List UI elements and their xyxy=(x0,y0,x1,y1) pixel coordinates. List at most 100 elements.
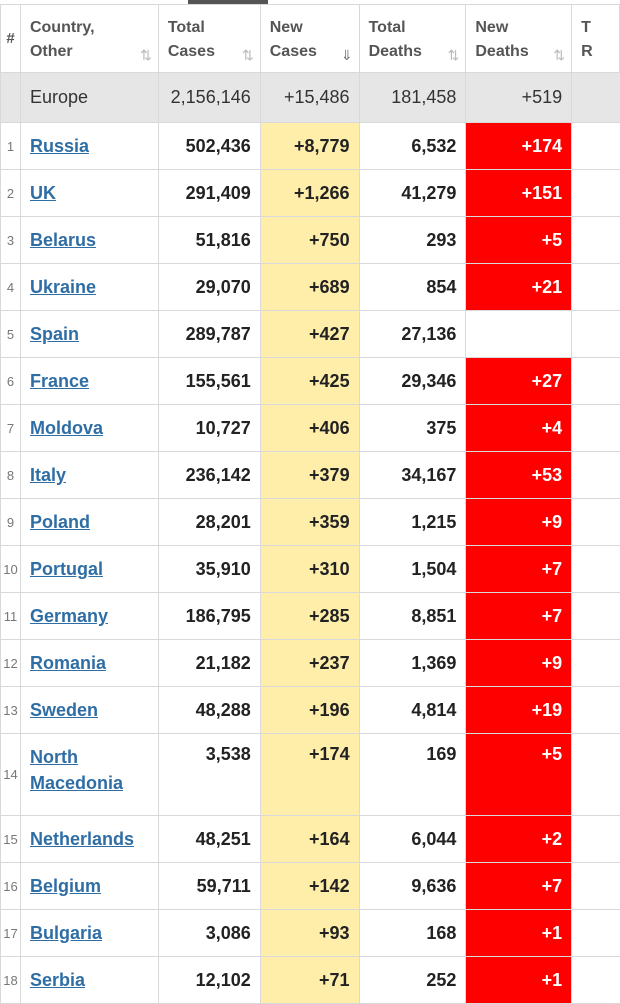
total-cases-cell: 28,201 xyxy=(157,498,261,546)
new-deaths-cell: +5 xyxy=(465,733,573,816)
sort-icon[interactable]: ⇅ xyxy=(140,47,152,63)
region-total-cases: 2,156,146 xyxy=(157,72,261,123)
country-link[interactable]: Belgium xyxy=(29,876,101,896)
country-cell: Portugal xyxy=(19,545,159,593)
row-index: 13 xyxy=(0,686,21,734)
country-link[interactable]: Russia xyxy=(29,136,89,156)
country-link[interactable]: Ukraine xyxy=(29,277,97,297)
country-cell: Sweden xyxy=(19,686,159,734)
sort-desc-icon[interactable]: ⇓ xyxy=(340,47,353,63)
country-cell: Netherlands xyxy=(19,815,159,863)
sort-icon[interactable]: ⇅ xyxy=(553,47,566,63)
table-row: 7 Moldova 10,727 +406 375 +4 xyxy=(0,404,620,452)
country-link[interactable]: Portugal xyxy=(29,559,103,579)
total-deaths-cell: 375 xyxy=(358,404,467,452)
truncated-cell xyxy=(571,545,620,593)
row-index: 6 xyxy=(0,357,21,405)
col-header-total-cases[interactable]: Total Cases ⇅ xyxy=(157,4,261,73)
truncated-cell xyxy=(571,357,620,405)
col-header-total-deaths[interactable]: Total Deaths ⇅ xyxy=(358,4,467,73)
country-cell: Spain xyxy=(19,310,159,358)
region-name: Europe xyxy=(19,72,159,123)
new-cases-cell: +285 xyxy=(259,592,360,640)
country-link[interactable]: Sweden xyxy=(29,700,98,720)
row-index: 2 xyxy=(0,169,21,217)
country-cell: Moldova xyxy=(19,404,159,452)
total-cases-cell: 59,711 xyxy=(157,862,261,910)
total-deaths-cell: 41,279 xyxy=(358,169,467,217)
total-deaths-cell: 6,532 xyxy=(358,122,467,170)
row-index: 8 xyxy=(0,451,21,499)
total-deaths-cell: 1,504 xyxy=(358,545,467,593)
region-total-deaths: 181,458 xyxy=(358,72,467,123)
country-link[interactable]: Romania xyxy=(29,653,106,673)
country-link[interactable]: North Macedonia xyxy=(29,747,123,793)
table-row: 11 Germany 186,795 +285 8,851 +7 xyxy=(0,592,620,640)
row-index: 3 xyxy=(0,216,21,264)
country-link[interactable]: Netherlands xyxy=(29,829,134,849)
new-cases-cell: +750 xyxy=(259,216,360,264)
row-index: 5 xyxy=(0,310,21,358)
country-link[interactable]: Spain xyxy=(29,324,79,344)
total-cases-cell: 186,795 xyxy=(157,592,261,640)
new-deaths-cell: +5 xyxy=(465,216,573,264)
country-link[interactable]: Italy xyxy=(29,465,66,485)
table-row: 5 Spain 289,787 +427 27,136 xyxy=(0,310,620,358)
table-row: 12 Romania 21,182 +237 1,369 +9 xyxy=(0,639,620,687)
new-deaths-cell: +53 xyxy=(465,451,573,499)
total-deaths-cell: 293 xyxy=(358,216,467,264)
table-row: 1 Russia 502,436 +8,779 6,532 +174 xyxy=(0,122,620,170)
total-cases-cell: 289,787 xyxy=(157,310,261,358)
country-link[interactable]: Serbia xyxy=(29,970,85,990)
total-cases-cell: 35,910 xyxy=(157,545,261,593)
new-cases-cell: +689 xyxy=(259,263,360,311)
new-cases-cell: +8,779 xyxy=(259,122,360,170)
total-deaths-cell: 854 xyxy=(358,263,467,311)
table-row: 13 Sweden 48,288 +196 4,814 +19 xyxy=(0,686,620,734)
total-deaths-cell: 1,215 xyxy=(358,498,467,546)
country-link[interactable]: Bulgaria xyxy=(29,923,102,943)
truncated-cell xyxy=(571,263,620,311)
table-row: 17 Bulgaria 3,086 +93 168 +1 xyxy=(0,909,620,957)
country-link[interactable]: Germany xyxy=(29,606,109,626)
country-link[interactable]: UK xyxy=(29,183,56,203)
new-cases-cell: +164 xyxy=(259,815,360,863)
new-deaths-cell: +7 xyxy=(465,592,573,640)
table-row: 14 North Macedonia 3,538 +174 169 +5 xyxy=(0,733,620,816)
col-header-index: # xyxy=(0,4,21,73)
sort-icon[interactable]: ⇅ xyxy=(242,47,254,63)
total-deaths-cell: 252 xyxy=(358,956,467,1004)
col-header-new-deaths[interactable]: New Deaths ⇅ xyxy=(465,4,573,73)
total-cases-cell: 502,436 xyxy=(157,122,261,170)
new-deaths-cell: +2 xyxy=(465,815,573,863)
new-deaths-cell: +7 xyxy=(465,862,573,910)
country-cell: Belgium xyxy=(19,862,159,910)
row-index: 4 xyxy=(0,263,21,311)
total-deaths-cell: 1,369 xyxy=(358,639,467,687)
country-link[interactable]: Belarus xyxy=(29,230,97,250)
new-cases-cell: +359 xyxy=(259,498,360,546)
country-link[interactable]: Poland xyxy=(29,512,90,532)
new-cases-cell: +379 xyxy=(259,451,360,499)
region-index-cell xyxy=(0,72,21,123)
table-row: 4 Ukraine 29,070 +689 854 +21 xyxy=(0,263,620,311)
country-link[interactable]: France xyxy=(29,371,89,391)
country-link[interactable]: Moldova xyxy=(29,418,103,438)
country-cell: Bulgaria xyxy=(19,909,159,957)
sort-icon[interactable]: ⇅ xyxy=(447,47,460,63)
total-cases-cell: 10,727 xyxy=(157,404,261,452)
truncated-cell xyxy=(571,498,620,546)
country-cell: North Macedonia xyxy=(19,733,159,816)
total-cases-cell: 3,538 xyxy=(157,733,261,816)
table-header: # Country, Other ⇅ Total Cases ⇅ New Cases … xyxy=(0,4,620,73)
col-header-country[interactable]: Country, Other ⇅ xyxy=(19,4,159,73)
row-index: 10 xyxy=(0,545,21,593)
total-cases-cell: 155,561 xyxy=(157,357,261,405)
new-deaths-cell: +1 xyxy=(465,956,573,1004)
new-cases-cell: +406 xyxy=(259,404,360,452)
country-cell: Ukraine xyxy=(19,263,159,311)
col-header-new-cases[interactable]: New Cases ⇓ xyxy=(259,4,360,73)
new-cases-cell: +1,266 xyxy=(259,169,360,217)
scroll-indicator xyxy=(188,0,268,4)
